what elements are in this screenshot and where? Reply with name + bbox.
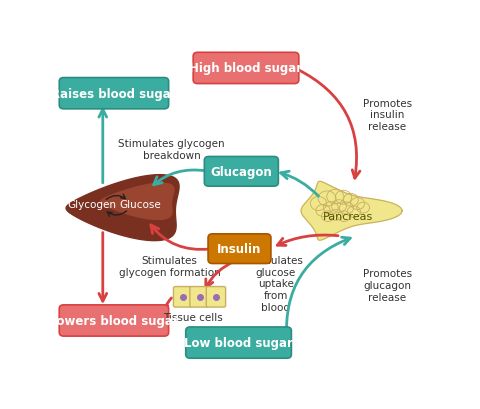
Text: Low blood sugar: Low blood sugar — [184, 336, 293, 349]
FancyArrowPatch shape — [108, 211, 127, 217]
FancyArrowPatch shape — [281, 172, 319, 197]
FancyBboxPatch shape — [190, 287, 209, 307]
FancyBboxPatch shape — [186, 327, 291, 358]
Polygon shape — [301, 182, 402, 240]
Text: Promotes
insulin
release: Promotes insulin release — [363, 99, 412, 132]
FancyArrowPatch shape — [160, 298, 171, 314]
FancyArrowPatch shape — [99, 110, 107, 183]
FancyArrowPatch shape — [206, 261, 235, 288]
Text: Glucagon: Glucagon — [210, 165, 272, 178]
Text: Raises blood sugar: Raises blood sugar — [51, 88, 177, 101]
FancyBboxPatch shape — [173, 287, 193, 307]
FancyBboxPatch shape — [59, 305, 168, 336]
Text: Glycogen: Glycogen — [67, 200, 116, 210]
Polygon shape — [66, 175, 179, 241]
Text: Stimulates
glycogen formation: Stimulates glycogen formation — [119, 256, 221, 277]
FancyArrowPatch shape — [99, 233, 107, 301]
Text: Lowers blood sugar: Lowers blood sugar — [49, 314, 179, 327]
Text: Stimulates
glucose
uptake
from
blood: Stimulates glucose uptake from blood — [248, 256, 304, 312]
FancyBboxPatch shape — [208, 234, 271, 264]
Text: Liver: Liver — [75, 228, 101, 238]
FancyBboxPatch shape — [193, 53, 299, 84]
Polygon shape — [100, 184, 174, 220]
Text: Glucose: Glucose — [119, 200, 161, 210]
Text: Insulin: Insulin — [217, 243, 262, 256]
FancyBboxPatch shape — [204, 157, 278, 187]
FancyBboxPatch shape — [206, 287, 226, 307]
Text: Promotes
glucagon
release: Promotes glucagon release — [363, 269, 412, 302]
FancyArrowPatch shape — [297, 70, 360, 179]
Text: Stimulates glycogen
breakdown: Stimulates glycogen breakdown — [118, 139, 225, 161]
Text: High blood sugar: High blood sugar — [190, 62, 302, 75]
FancyArrowPatch shape — [154, 171, 206, 185]
FancyArrowPatch shape — [151, 225, 210, 250]
FancyArrowPatch shape — [287, 238, 350, 340]
FancyArrowPatch shape — [277, 236, 338, 246]
Text: Tissue cells: Tissue cells — [163, 312, 223, 322]
Text: Pancreas: Pancreas — [323, 211, 373, 222]
FancyBboxPatch shape — [59, 79, 168, 110]
FancyArrowPatch shape — [106, 195, 125, 200]
